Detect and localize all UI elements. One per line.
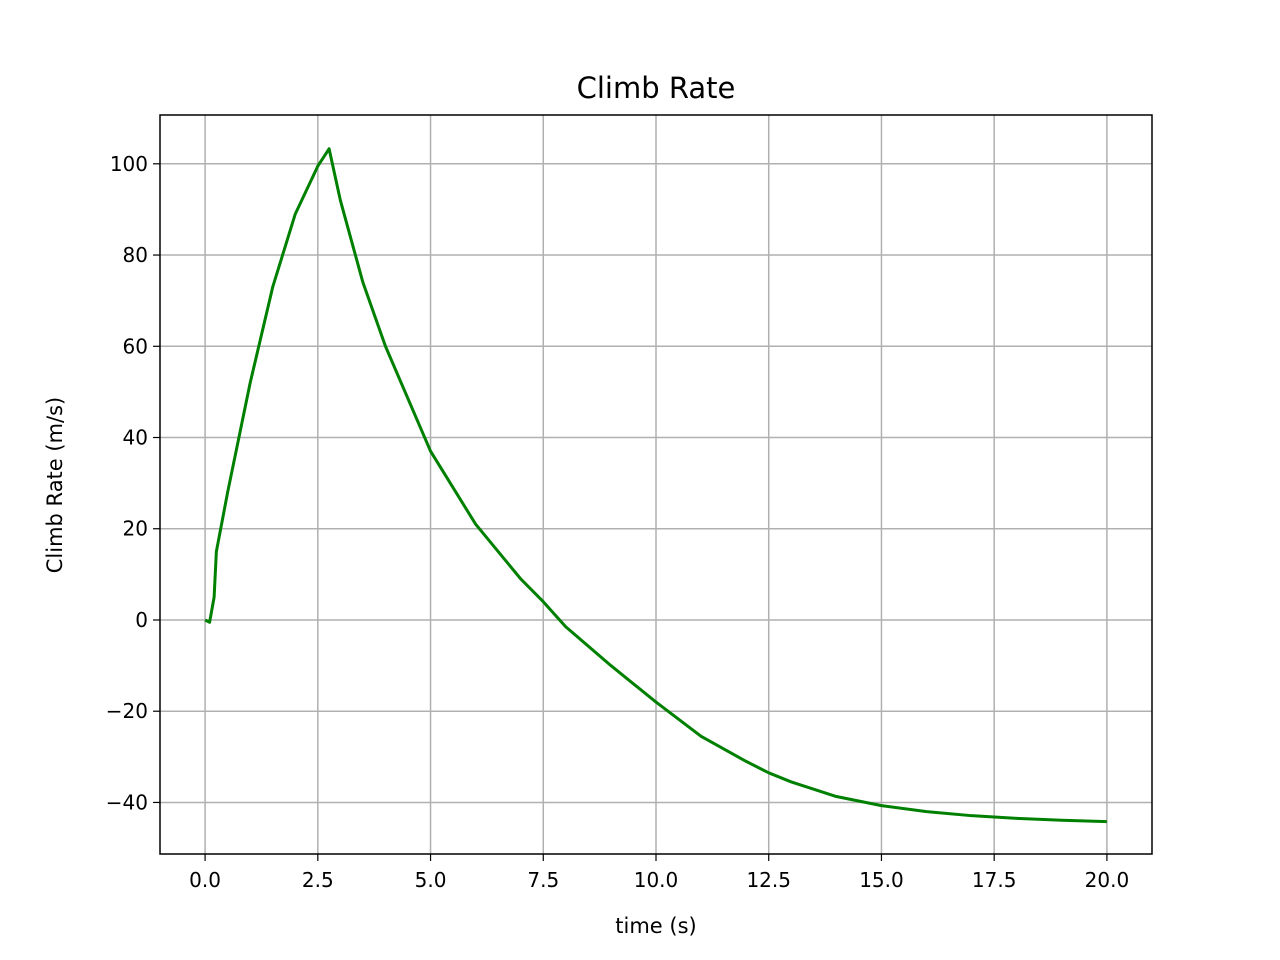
x-tick-label: 5.0 [415, 868, 447, 892]
y-axis-label: Climb Rate (m/s) [43, 397, 67, 573]
y-tick-label: 0 [135, 608, 148, 632]
chart-title: Climb Rate [577, 71, 736, 105]
plot-frame [159, 114, 1153, 855]
x-tick-label: 2.5 [302, 868, 334, 892]
x-tick-label: 10.0 [634, 868, 679, 892]
x-tick-label: 0.0 [189, 868, 221, 892]
y-tick-label: 20 [123, 517, 148, 541]
x-tick-label: 15.0 [859, 868, 904, 892]
y-tick-label: −20 [106, 699, 148, 723]
y-tick-label: 40 [123, 426, 148, 450]
x-axis-label: time (s) [615, 914, 696, 938]
x-tick-label: 17.5 [972, 868, 1017, 892]
y-tick-label: 80 [123, 243, 148, 267]
y-tick-label: 60 [123, 334, 148, 358]
x-tick-label: 20.0 [1085, 868, 1130, 892]
x-tick-label: 12.5 [746, 868, 791, 892]
y-tick-label: 100 [110, 152, 148, 176]
y-tick-label: −40 [106, 790, 148, 814]
x-tick-label: 7.5 [527, 868, 559, 892]
line [204, 147, 1107, 824]
